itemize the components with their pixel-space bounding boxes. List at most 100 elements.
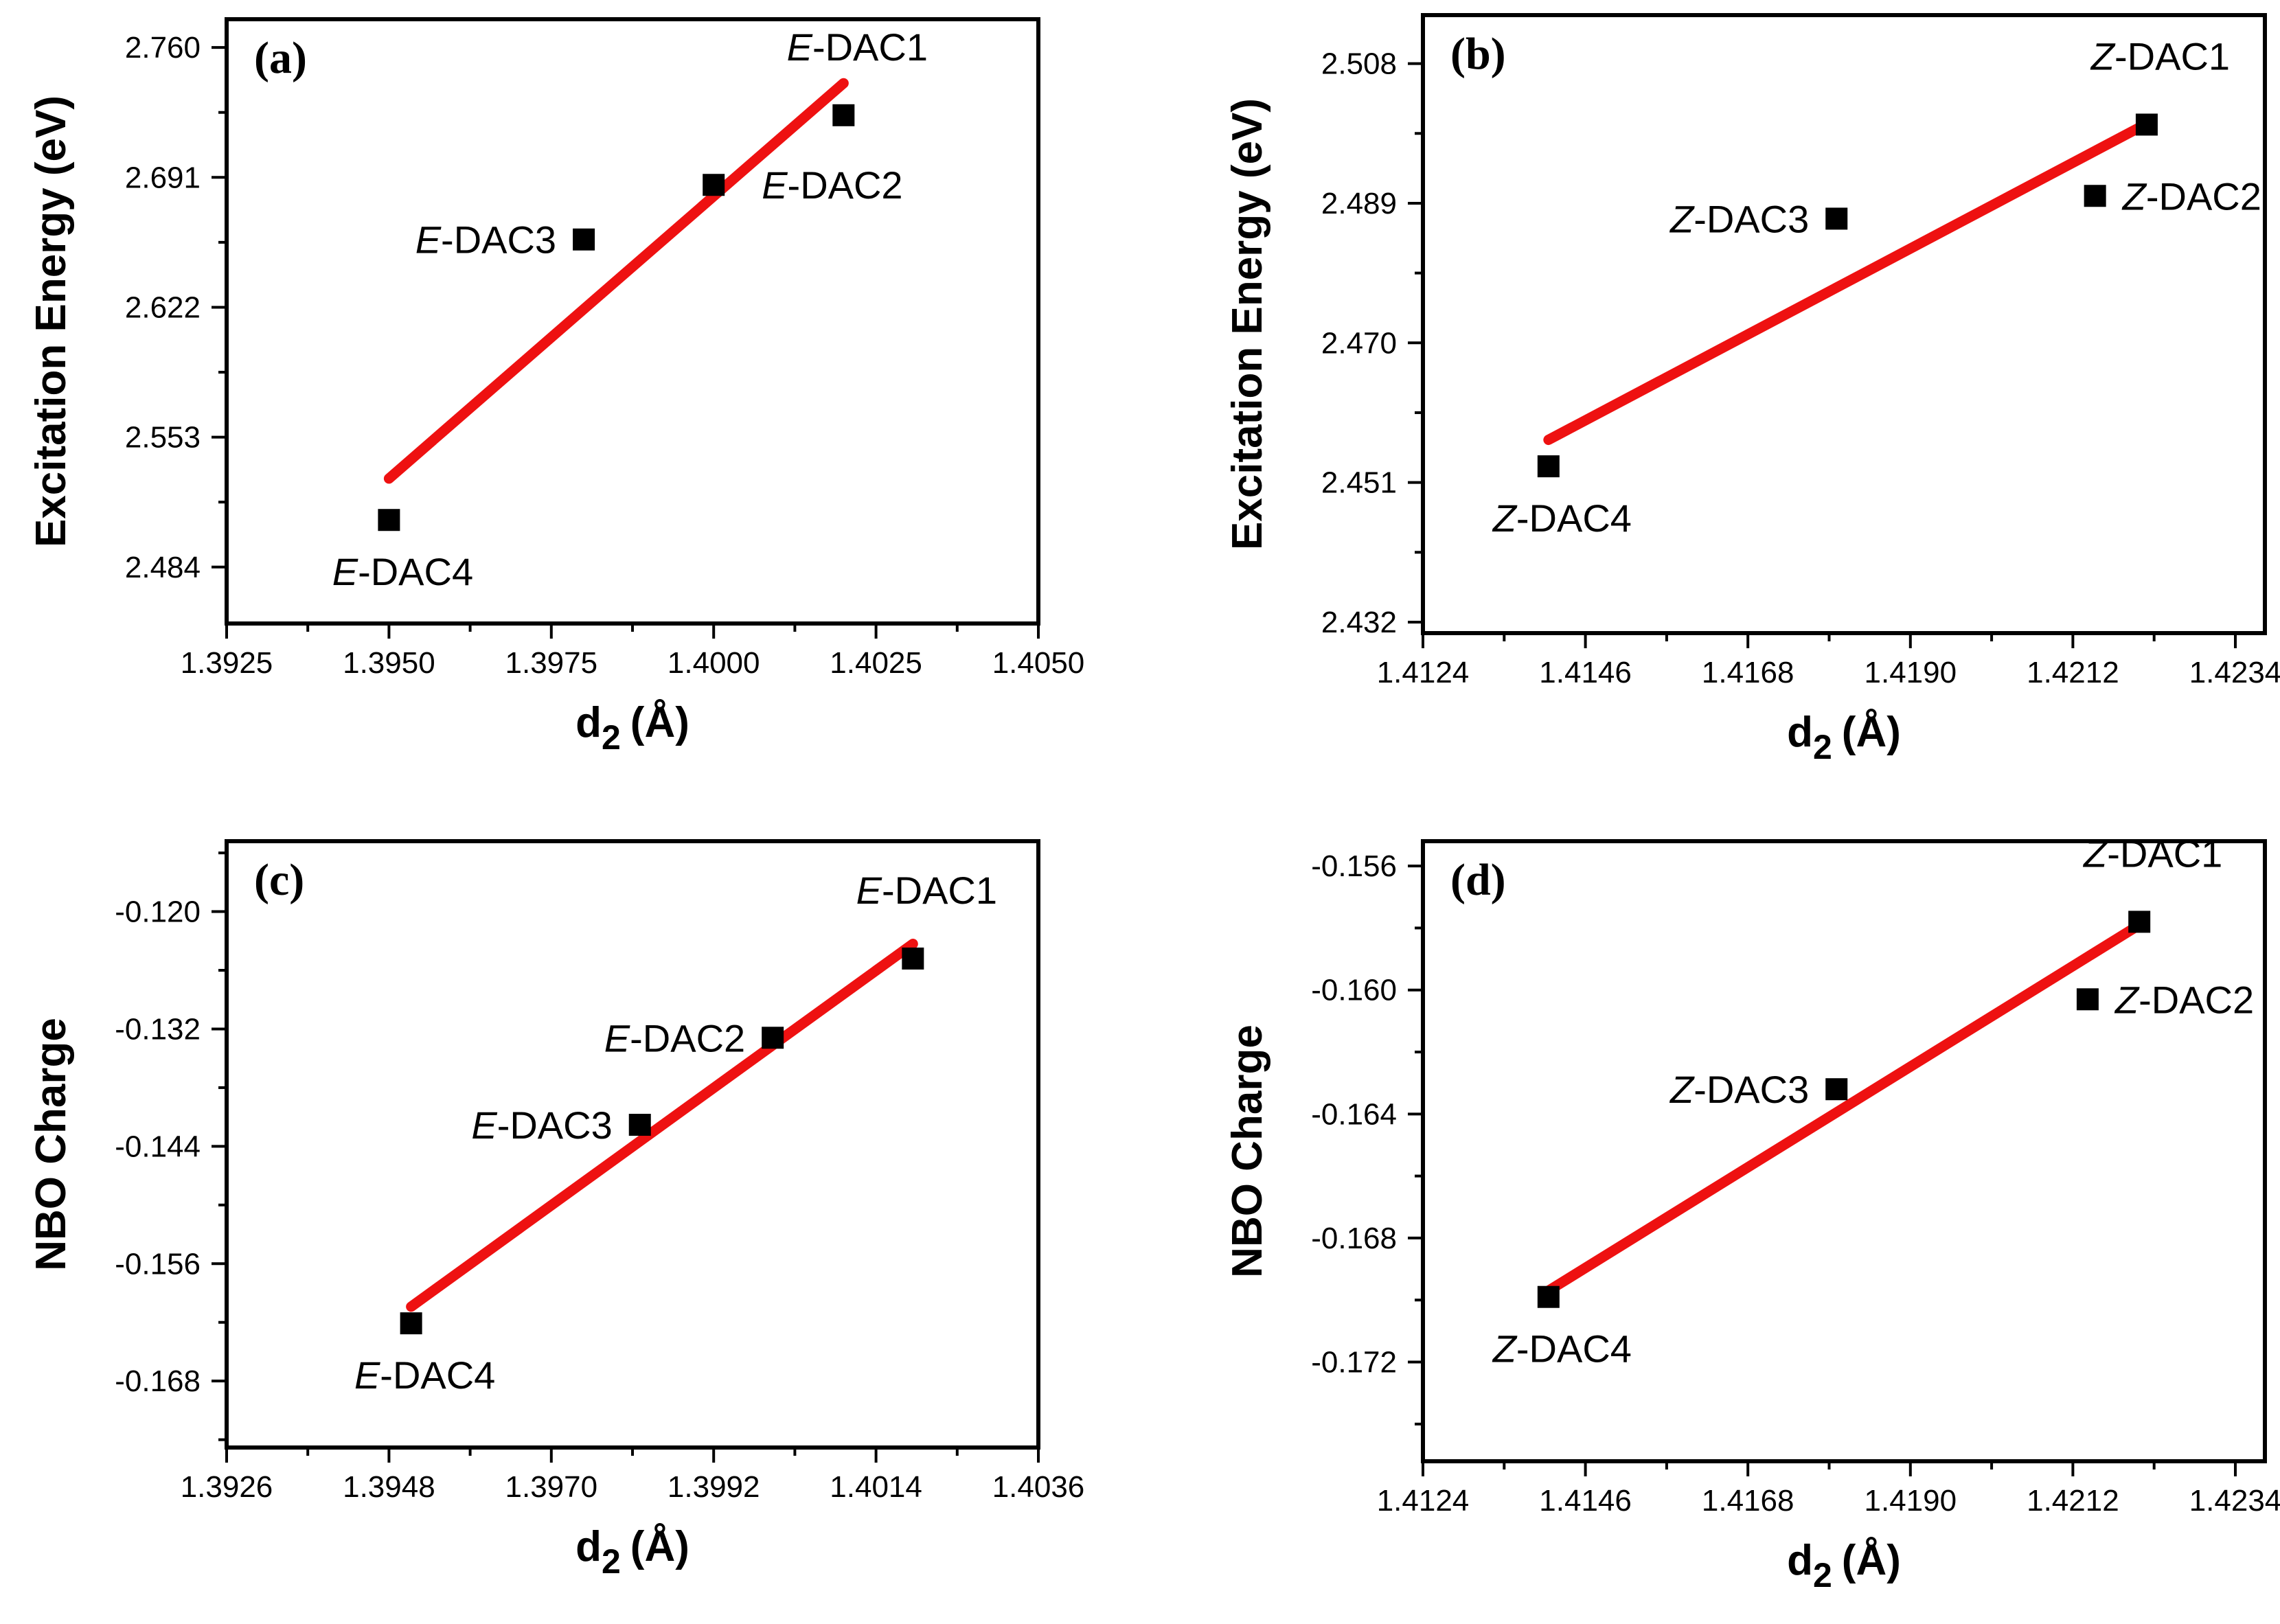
chart-panel-a: 1.3925 1.3950 1.3975 1.4000 1.4025 1.4050 2.48… — [27, 17, 1085, 757]
data-point — [1825, 207, 1848, 230]
data-point-label: E-DAC2 — [762, 163, 902, 207]
y-tick-label: -0.120 — [115, 895, 201, 929]
data-point — [2135, 113, 2158, 136]
data-point-label: E-DAC3 — [415, 218, 556, 262]
data-point — [832, 104, 855, 126]
data-point — [1537, 1285, 1560, 1308]
x-axis-title: d2 (Å) — [575, 1523, 689, 1581]
y-axis-title: Excitation Energy (eV) — [1224, 98, 1271, 550]
data-point-label: Z-DAC4 — [1492, 496, 1632, 540]
x-tick-label: 1.4124 — [1377, 656, 1470, 689]
y-tick-label: -0.168 — [1311, 1222, 1397, 1255]
x-axis-title: d2 (Å) — [1787, 1537, 1901, 1594]
x-tick-label: 1.3925 — [181, 646, 273, 680]
y-tick-label: 2.508 — [1321, 47, 1397, 81]
fit-line — [406, 939, 918, 1312]
x-tick-label: 1.4168 — [1702, 656, 1794, 689]
x-tick-label: 1.4124 — [1377, 1484, 1470, 1518]
fit-line — [1543, 919, 2145, 1296]
y-tick-label: -0.168 — [115, 1364, 201, 1398]
x-tick-label: 1.3926 — [181, 1470, 273, 1504]
y-tick-label: 2.432 — [1321, 606, 1397, 639]
y-tick-label: -0.156 — [115, 1247, 201, 1281]
y-tick-label: 2.553 — [125, 421, 201, 455]
data-point — [2128, 911, 2151, 933]
data-point — [400, 1312, 422, 1335]
x-tick-label: 1.3975 — [505, 646, 598, 680]
data-point — [1537, 455, 1560, 478]
data-point-label: Z-DAC1 — [2082, 832, 2222, 875]
fit-line — [1543, 122, 2145, 446]
x-axis-title: d2 (Å) — [1787, 709, 1901, 766]
x-tick-label: 1.4168 — [1702, 1484, 1794, 1518]
y-tick-label: 2.489 — [1321, 187, 1397, 220]
data-point-label: Z-DAC3 — [1669, 1068, 1809, 1111]
data-point-label: E-DAC2 — [604, 1016, 745, 1060]
x-tick-label: 1.4234 — [2189, 1484, 2280, 1518]
x-tick-label: 1.4000 — [668, 646, 760, 680]
y-tick-label: 2.760 — [125, 31, 201, 65]
y-tick-label: -0.164 — [1311, 1097, 1397, 1131]
x-tick-label: 1.4036 — [992, 1470, 1085, 1504]
x-tick-label: 1.4190 — [1865, 656, 1957, 689]
x-axis-title: d2 (Å) — [575, 699, 689, 757]
panel-label: (b) — [1450, 29, 1506, 79]
data-point — [762, 1027, 784, 1049]
x-tick-label: 1.3992 — [668, 1470, 760, 1504]
x-tick-label: 1.4212 — [2027, 1484, 2119, 1518]
chart-panel-c: 1.3926 1.3948 1.3970 1.3992 1.4014 1.4036 -0.1… — [27, 839, 1085, 1581]
data-point — [902, 947, 924, 970]
panel-label: (a) — [254, 33, 307, 83]
chart-panel-d: 1.4124 1.4146 1.4168 1.4190 1.4212 1.4234 -0.1… — [1224, 832, 2280, 1594]
data-point-label: E-DAC3 — [471, 1103, 612, 1147]
x-tick-label: 1.3948 — [343, 1470, 435, 1504]
chart-panel-b: 1.4124 1.4146 1.4168 1.4190 1.4212 1.4234 2.43… — [1224, 13, 2280, 766]
data-point — [628, 1114, 651, 1136]
x-tick-label: 1.3970 — [505, 1470, 598, 1504]
x-tick-label: 1.4146 — [1539, 1484, 1632, 1518]
data-point-label: Z-DAC2 — [2121, 174, 2261, 218]
x-tick-label: 1.4050 — [992, 646, 1085, 680]
plot-frame — [1421, 839, 2267, 1463]
x-tick-label: 1.4014 — [830, 1470, 922, 1504]
data-point-label: Z-DAC3 — [1669, 197, 1809, 240]
panel-label: (c) — [254, 855, 304, 905]
data-point-label: E-DAC4 — [332, 550, 473, 593]
y-tick-label: 2.451 — [1321, 466, 1397, 500]
y-tick-label: 2.484 — [125, 551, 201, 584]
y-axis-title: NBO Charge — [1224, 1025, 1271, 1278]
data-point-label: E-DAC1 — [856, 869, 997, 912]
data-point-label: Z-DAC4 — [1492, 1327, 1632, 1371]
data-point — [2084, 185, 2106, 207]
data-point — [573, 228, 595, 251]
x-tick-label: 1.4190 — [1865, 1484, 1957, 1518]
data-point — [2076, 988, 2099, 1011]
y-tick-label: -0.132 — [115, 1012, 201, 1046]
data-point-label: Z-DAC1 — [2090, 34, 2230, 78]
x-tick-label: 1.3950 — [343, 646, 435, 680]
x-tick-label: 1.4212 — [2027, 656, 2119, 689]
x-tick-label: 1.4025 — [830, 646, 922, 680]
y-tick-label: -0.172 — [1311, 1346, 1397, 1380]
data-point — [378, 509, 400, 531]
data-point-label: E-DAC4 — [354, 1353, 495, 1397]
y-axis-title: Excitation Energy (eV) — [27, 95, 75, 547]
panel-label: (d) — [1450, 855, 1506, 905]
y-tick-label: -0.160 — [1311, 974, 1397, 1007]
data-point — [703, 174, 725, 196]
y-tick-label: -0.156 — [1311, 849, 1397, 883]
x-tick-label: 1.4146 — [1539, 656, 1632, 689]
y-tick-label: 2.470 — [1321, 326, 1397, 360]
x-tick-label: 1.4234 — [2189, 656, 2280, 689]
fit-line — [383, 78, 849, 484]
data-point-label: Z-DAC2 — [2114, 978, 2254, 1021]
y-tick-label: -0.144 — [115, 1130, 201, 1163]
y-axis-title: NBO Charge — [27, 1018, 75, 1271]
data-point — [1825, 1078, 1848, 1101]
y-tick-label: 2.691 — [125, 161, 201, 194]
plot-frame — [1421, 13, 2267, 635]
data-point-label: E-DAC1 — [787, 25, 928, 69]
y-tick-label: 2.622 — [125, 290, 201, 324]
